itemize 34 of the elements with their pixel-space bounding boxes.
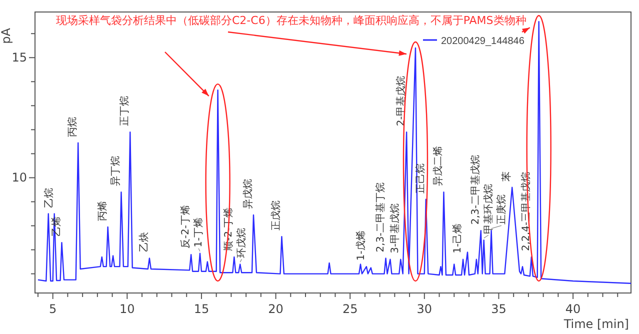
annotation: 乙烷	[42, 188, 55, 208]
annotation: 2,3-二甲基丁烷	[374, 182, 386, 252]
annotation: 异丁烷	[110, 156, 122, 186]
annotation: 异戊烷	[242, 178, 254, 209]
annotation: 环戊烷	[236, 228, 248, 258]
annotation: 丙烷	[66, 116, 79, 137]
y-axis-title: pA	[0, 27, 13, 44]
annotation: 反-2-丁烯	[180, 204, 192, 249]
x-tick-label: 5	[49, 302, 57, 316]
annotation: 正丁烷	[118, 96, 131, 126]
annotation: 1-戊烯	[354, 230, 367, 261]
annotation: 2,3-二甲基戊烷	[469, 155, 482, 225]
annotation: 正庚烷	[495, 194, 508, 225]
annotation: 丙烯	[96, 200, 108, 221]
x-tick-label: 40	[565, 302, 581, 316]
annotation: 1-己烯	[452, 223, 464, 254]
annotation: 乙炔	[138, 232, 150, 252]
x-tick-label: 15	[194, 302, 210, 316]
legend-label: 20200429_144846	[441, 36, 525, 47]
annotation: 3-甲基戊烷	[389, 203, 402, 254]
annotation: 正戊烷	[270, 200, 282, 231]
annotation: 甲基环戊烷	[482, 184, 494, 234]
annotation: 异戊二烯	[432, 146, 444, 186]
x-tick-label: 25	[342, 302, 358, 316]
x-tick-label: 10	[120, 302, 135, 316]
x-tick-label: 20	[268, 302, 284, 316]
x-axis-title: Time [min]	[562, 317, 629, 331]
x-tick-label: 30	[416, 302, 432, 316]
annotation: 乙烯	[50, 216, 62, 237]
annotation: 苯	[500, 171, 513, 182]
x-tick-label: 35	[491, 302, 506, 316]
annotation: 现场采样气袋分析结果中（低碳部分C2-C6）存在未知物种，峰面积响应高，不属于PAMS类物种	[56, 14, 526, 27]
annotation: 正己烷	[414, 163, 426, 194]
annotation: 1-丁烯	[192, 217, 205, 248]
